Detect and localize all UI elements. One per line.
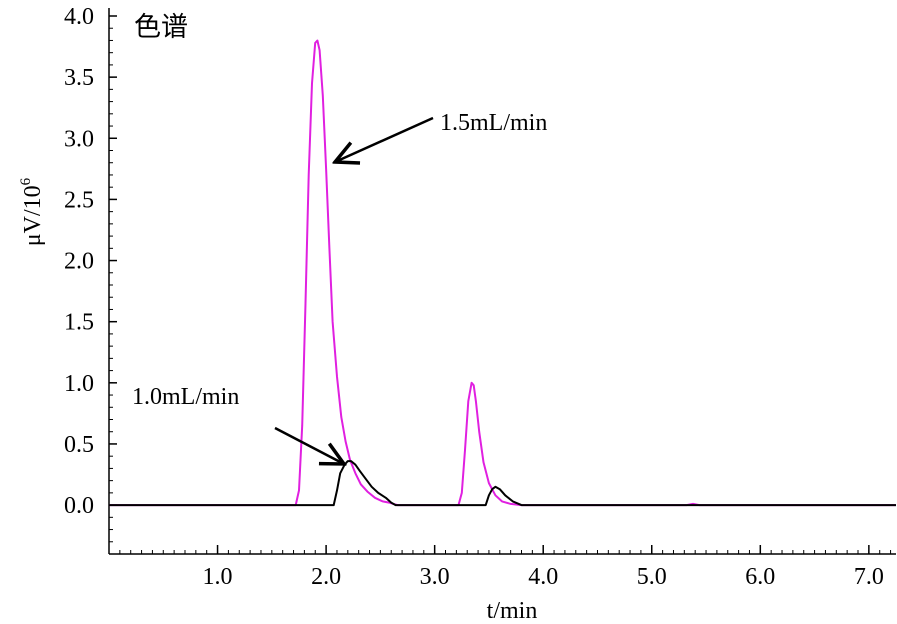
annotation-arrow-1-5 — [335, 116, 434, 162]
y-axis-title-exponent: 6 — [18, 177, 34, 185]
y-axis-title-main: μV/10 — [20, 185, 46, 246]
x-tick-label: 5.0 — [637, 564, 667, 590]
y-tick-label: 1.0 — [64, 371, 94, 397]
x-tick-label: 2.0 — [311, 564, 341, 590]
y-tick-label: 2.0 — [64, 249, 94, 275]
x-tick-label: 3.0 — [420, 564, 450, 590]
y-tick-label: 0.0 — [64, 493, 94, 519]
y-tick-label: 2.5 — [64, 187, 94, 213]
y-tick-label: 3.0 — [64, 126, 94, 152]
y-tick-label: 0.5 — [64, 432, 94, 458]
x-tick-label: 7.0 — [854, 564, 884, 590]
minor-ticks — [109, 15, 892, 555]
x-ticks: 1.0 2.0 3.0 4.0 5.0 6.0 7.0 — [203, 545, 884, 590]
x-axis-title: t/min — [487, 598, 538, 624]
y-axis-title: μV/106 — [18, 177, 46, 246]
y-tick-label: 4.0 — [64, 4, 94, 30]
y-ticks: 4.0 3.5 3.0 2.5 2.0 1.5 1.0 0.5 0.0 — [64, 4, 117, 519]
y-tick-label: 1.5 — [64, 310, 94, 336]
panel-label: 色谱 — [134, 12, 188, 43]
series-line-black — [109, 460, 896, 507]
series-line-magenta — [109, 39, 896, 507]
series-group — [109, 39, 896, 507]
x-tick-label: 4.0 — [528, 564, 558, 590]
annotation-arrow-1-0 — [274, 426, 344, 464]
annotation-label-1-0: 1.0mL/min — [132, 384, 239, 410]
annotation-label-1-5: 1.5mL/min — [440, 110, 547, 136]
x-tick-label: 1.0 — [203, 564, 233, 590]
x-tick-label: 6.0 — [745, 564, 775, 590]
y-tick-label: 3.5 — [64, 65, 94, 91]
